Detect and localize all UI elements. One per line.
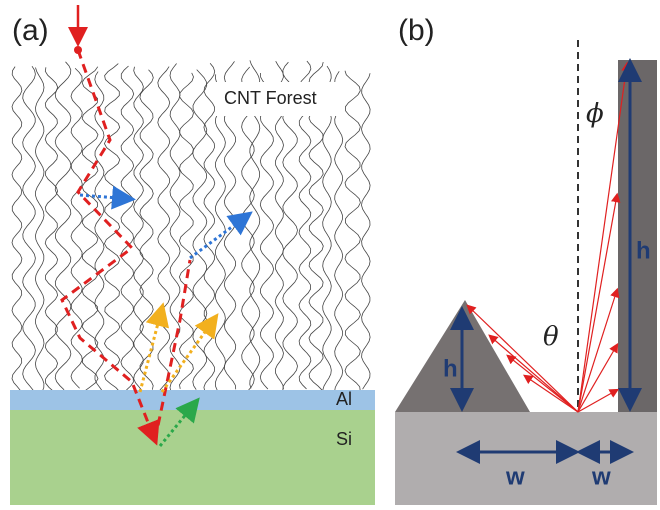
- nanotube: [104, 64, 119, 392]
- light-paths: [62, 5, 248, 446]
- dim-label: w: [591, 463, 611, 490]
- dim-label: w: [505, 463, 525, 490]
- forest-label: CNT Forest: [224, 88, 317, 108]
- angle-label: ϕ: [586, 99, 604, 129]
- si-layer: [10, 410, 375, 505]
- nanotube: [12, 67, 22, 391]
- nanotube: [35, 67, 44, 391]
- nanotube: [179, 73, 193, 389]
- nanotube: [260, 73, 273, 389]
- nanotube: [23, 66, 36, 390]
- ray: [525, 376, 578, 412]
- layer-label: Si: [336, 429, 352, 449]
- scatter-ray: [140, 308, 162, 392]
- scatter-ray: [190, 215, 248, 258]
- wall: [618, 60, 657, 412]
- dim-label: h: [443, 355, 458, 382]
- nanotube: [335, 71, 343, 391]
- dim-label: h: [636, 237, 651, 264]
- scatter-ray: [80, 195, 130, 199]
- nanotube: [204, 63, 215, 391]
- figure: (a) CNT Forest Al Si (b) ϕ θ h h w: [0, 0, 660, 510]
- angle-label: θ: [543, 322, 559, 352]
- nanotube: [121, 66, 134, 390]
- panel-label: (a): [12, 14, 49, 47]
- nanotube: [45, 67, 58, 391]
- layer-label: Al: [336, 389, 352, 409]
- base: [395, 412, 657, 505]
- panel-label: (b): [398, 14, 435, 47]
- nanotube: [158, 67, 170, 391]
- nanotube: [170, 64, 180, 392]
- nanotube: [134, 67, 144, 391]
- nanotube: [345, 71, 360, 391]
- nanotube: [362, 73, 371, 389]
- nanotube: [95, 72, 104, 392]
